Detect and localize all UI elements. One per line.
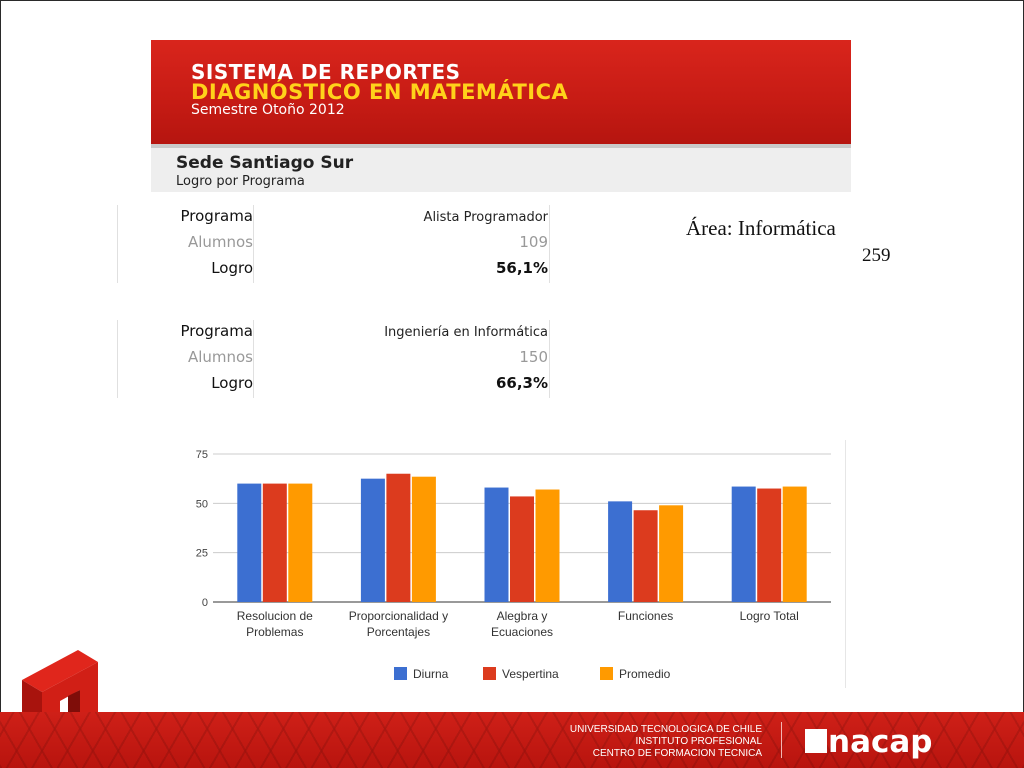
programa-value: Ingeniería en Informática bbox=[384, 325, 548, 340]
bar-promedio bbox=[659, 505, 684, 602]
bar-promedio bbox=[782, 486, 807, 602]
sede-header: Sede Santiago Sur Logro por Programa bbox=[151, 144, 851, 192]
alumnos-row: Alumnos 150 bbox=[117, 348, 551, 372]
table-divider bbox=[549, 205, 550, 283]
sede-subtitle: Logro por Programa bbox=[176, 174, 305, 189]
logro-row: Logro 66,3% bbox=[117, 374, 551, 398]
logro-value: 66,3% bbox=[495, 374, 548, 392]
legend-label: Diurna bbox=[413, 667, 449, 681]
logo-block-icon bbox=[805, 729, 827, 753]
programa-row: Programa Alista Programador bbox=[117, 207, 551, 231]
bar-diurna bbox=[237, 483, 262, 602]
legend-swatch bbox=[600, 667, 613, 680]
table-divider bbox=[117, 320, 118, 398]
inacap-logo: nacap bbox=[805, 724, 932, 760]
logro-label: Logro bbox=[211, 259, 253, 277]
bar-vespertina bbox=[386, 473, 411, 602]
banner-subject: DIAGNÓSTICO EN MATEMÁTICA bbox=[191, 80, 569, 104]
sede-header-rule bbox=[151, 144, 851, 148]
table-divider bbox=[253, 320, 254, 398]
bar-vespertina bbox=[633, 510, 658, 602]
logro-row: Logro 56,1% bbox=[117, 259, 551, 283]
program-table-2: Programa Ingeniería en Informática Alumn… bbox=[117, 320, 551, 410]
programa-row: Programa Ingeniería en Informática bbox=[117, 322, 551, 346]
logo-text: nacap bbox=[828, 724, 933, 760]
bar-diurna bbox=[484, 487, 509, 602]
bar-diurna bbox=[731, 486, 756, 602]
bar-chart-svg: 0 25 50 75 Resolucion de Problemas Proporciona… bbox=[196, 449, 831, 681]
alumnos-row: Alumnos 109 bbox=[117, 233, 551, 257]
bar-diurna bbox=[608, 501, 633, 602]
logro-label: Logro bbox=[211, 374, 253, 392]
institution-names: UNIVERSIDAD TECNOLOGICA DE CHILE INSTITU… bbox=[570, 724, 762, 760]
x-tick-label: Ecuaciones bbox=[491, 625, 553, 639]
logro-value: 56,1% bbox=[495, 259, 548, 277]
x-tick-label: Porcentajes bbox=[367, 625, 430, 639]
table-divider bbox=[253, 205, 254, 283]
programa-value: Alista Programador bbox=[423, 210, 548, 225]
alumnos-value: 150 bbox=[519, 348, 548, 366]
table-divider bbox=[117, 205, 118, 283]
bar-vespertina bbox=[757, 488, 782, 602]
legend-label: Promedio bbox=[619, 667, 671, 681]
institution-line-1: UNIVERSIDAD TECNOLOGICA DE CHILE bbox=[569, 724, 762, 735]
x-tick-label: Proporcionalidad y bbox=[349, 609, 448, 623]
x-tick-label: Funciones bbox=[618, 609, 673, 623]
program-table-1: Programa Alista Programador Alumnos 109 … bbox=[117, 205, 551, 295]
programa-label: Programa bbox=[180, 322, 253, 340]
achievement-chart: 0 25 50 75 Resolucion de Problemas Proporciona… bbox=[170, 440, 850, 690]
footer-bar: UNIVERSIDAD TECNOLOGICA DE CHILE INSTITU… bbox=[0, 712, 1024, 768]
area-label: Área: Informática bbox=[686, 216, 836, 240]
alumnos-value: 109 bbox=[519, 233, 548, 251]
legend-label: Vespertina bbox=[502, 667, 559, 681]
bar-promedio bbox=[411, 476, 436, 602]
bar-vespertina bbox=[510, 496, 534, 602]
legend-swatch bbox=[483, 667, 496, 680]
area-student-count: 259 bbox=[862, 245, 891, 266]
alumnos-label: Alumnos bbox=[187, 233, 253, 251]
y-tick-label: 0 bbox=[202, 597, 208, 609]
bar-promedio bbox=[535, 489, 560, 602]
report-banner: SISTEMA DE REPORTES DIAGNÓSTICO EN MATEM… bbox=[151, 40, 851, 144]
x-tick-label: Resolucion de bbox=[237, 609, 313, 623]
table-divider bbox=[549, 320, 550, 398]
institution-line-2: INSTITUTO PROFESIONAL bbox=[635, 736, 763, 747]
y-tick-label: 25 bbox=[196, 548, 208, 560]
x-tick-label: Logro Total bbox=[740, 609, 799, 623]
banner-semester: Semestre Otoño 2012 bbox=[191, 102, 345, 118]
institution-line-3: CENTRO DE FORMACION TECNICA bbox=[592, 748, 762, 759]
x-tick-label: Problemas bbox=[246, 625, 303, 639]
chart-border bbox=[845, 440, 846, 688]
y-tick-label: 50 bbox=[196, 498, 208, 510]
bar-vespertina bbox=[262, 483, 287, 602]
footer-divider bbox=[781, 722, 782, 758]
banner-title: SISTEMA DE REPORTES bbox=[191, 60, 461, 84]
alumnos-label: Alumnos bbox=[187, 348, 253, 366]
bar-promedio bbox=[288, 483, 313, 602]
x-tick-label: Alegbra y bbox=[497, 609, 548, 623]
programa-label: Programa bbox=[180, 207, 253, 225]
sede-name: Sede Santiago Sur bbox=[176, 153, 354, 173]
bar-diurna bbox=[360, 478, 385, 602]
footer-pattern bbox=[0, 712, 1024, 768]
y-tick-label: 75 bbox=[196, 449, 208, 461]
legend-swatch bbox=[394, 667, 407, 680]
